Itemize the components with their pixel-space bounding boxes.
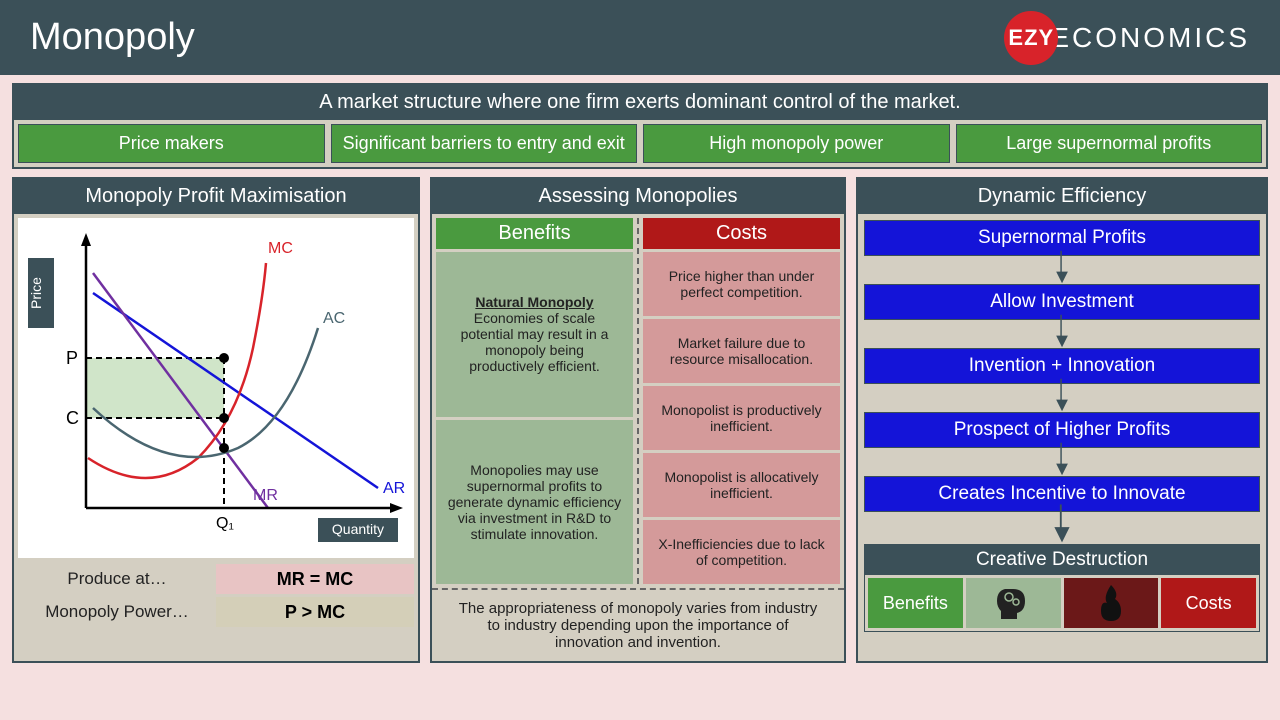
creative-destruction-box: Creative Destruction Benefits [864, 544, 1260, 632]
definition-panel: A market structure where one firm exerts… [12, 83, 1268, 169]
chip-power: High monopoly power [643, 124, 950, 163]
dynamic-title: Dynamic Efficiency [858, 179, 1266, 214]
arrow-down-icon: │▼ [864, 448, 1260, 476]
chart-equations: Produce at… MR = MC Monopoly Power… P > … [18, 564, 414, 630]
svg-text:MC: MC [268, 240, 293, 257]
chip-price-makers: Price makers [18, 124, 325, 163]
costs-column: Costs Price higher than under perfect co… [643, 218, 840, 584]
brain-gears-icon [966, 578, 1061, 628]
assess-footer: The appropriateness of monopoly varies f… [432, 590, 844, 661]
assess-body: Benefits Natural Monopoly Economies of s… [432, 214, 844, 590]
arrow-down-icon: │▼ [864, 512, 1260, 540]
assess-divider [637, 218, 639, 584]
cost-item: Price higher than under perfect competit… [643, 252, 840, 316]
svg-text:P: P [66, 348, 78, 368]
produce-at-row: Produce at… MR = MC [18, 564, 414, 594]
cd-costs: Costs [1161, 578, 1256, 628]
benefit-text: Economies of scale potential may result … [446, 310, 623, 374]
cost-item: Monopolist is allocatively inefficient. [643, 453, 840, 517]
cd-benefits: Benefits [868, 578, 963, 628]
dyn-step: Supernormal Profits [864, 220, 1260, 256]
profit-max-title: Monopoly Profit Maximisation [14, 179, 418, 214]
benefit-natural-monopoly: Natural Monopoly Economies of scale pote… [436, 252, 633, 417]
profit-max-panel: Monopoly Profit Maximisation Price Quant… [12, 177, 420, 663]
monopoly-power-row: Monopoly Power… P > MC [18, 597, 414, 627]
definition-chips-row: Price makers Significant barriers to ent… [14, 120, 1266, 167]
arrow-down-icon: │▼ [864, 320, 1260, 348]
benefit-text: Monopolies may use supernormal profits t… [446, 462, 623, 542]
page-title: Monopoly [30, 16, 195, 59]
svg-text:MR: MR [253, 487, 278, 504]
cost-item: X-Inefficiencies due to lack of competit… [643, 520, 840, 584]
cost-item: Market failure due to resource misalloca… [643, 319, 840, 383]
svg-text:AR: AR [383, 480, 405, 497]
columns-container: Monopoly Profit Maximisation Price Quant… [0, 173, 1280, 675]
benefit-heading: Natural Monopoly [446, 294, 623, 310]
logo-circle: EZY [1004, 11, 1058, 65]
benefits-column: Benefits Natural Monopoly Economies of s… [436, 218, 633, 584]
cd-row: Benefits Costs [865, 575, 1259, 631]
benefit-dynamic-efficiency: Monopolies may use supernormal profits t… [436, 420, 633, 585]
dynamic-efficiency-panel: Dynamic Efficiency Supernormal Profits │… [856, 177, 1268, 663]
monopoly-power-label: Monopoly Power… [18, 597, 216, 627]
definition-text: A market structure where one firm exerts… [14, 85, 1266, 120]
svg-text:Quantity: Quantity [332, 521, 384, 537]
dyn-step: Prospect of Higher Profits [864, 412, 1260, 448]
brand-logo: EZY ECONOMICS [1004, 11, 1250, 65]
dyn-step: Invention + Innovation [864, 348, 1260, 384]
assessing-title: Assessing Monopolies [432, 179, 844, 214]
produce-at-value: MR = MC [216, 564, 414, 594]
benefits-header: Benefits [436, 218, 633, 249]
svg-text:AC: AC [323, 310, 345, 327]
dyn-step: Allow Investment [864, 284, 1260, 320]
chip-profits: Large supernormal profits [956, 124, 1263, 163]
assessing-panel: Assessing Monopolies Benefits Natural Mo… [430, 177, 846, 663]
arrow-down-icon: │▼ [864, 256, 1260, 284]
svg-text:Price: Price [28, 277, 44, 309]
dynamic-body: Supernormal Profits │▼ Allow Investment … [858, 214, 1266, 661]
arrow-down-icon: │▼ [864, 384, 1260, 412]
svg-text:Q₁: Q₁ [216, 515, 234, 532]
header-bar: Monopoly EZY ECONOMICS [0, 0, 1280, 75]
economics-chart: Price Quantity AR MR MC [18, 218, 414, 558]
cost-item: Monopolist is productively inefficient. [643, 386, 840, 450]
costs-header: Costs [643, 218, 840, 249]
chip-barriers: Significant barriers to entry and exit [331, 124, 638, 163]
produce-at-label: Produce at… [18, 564, 216, 594]
logo-text: ECONOMICS [1050, 22, 1250, 54]
monopoly-power-value: P > MC [216, 597, 414, 627]
flame-icon [1064, 578, 1159, 628]
cd-title: Creative Destruction [865, 545, 1259, 575]
svg-text:C: C [66, 408, 79, 428]
